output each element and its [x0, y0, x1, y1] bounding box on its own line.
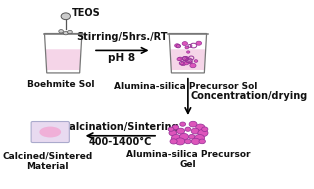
Text: Calcination/Sintering: Calcination/Sintering [62, 122, 179, 132]
Circle shape [194, 60, 198, 62]
Circle shape [196, 41, 202, 45]
Circle shape [175, 138, 185, 145]
Circle shape [189, 134, 195, 139]
Circle shape [181, 62, 186, 66]
Circle shape [178, 57, 182, 60]
Circle shape [177, 58, 181, 61]
Circle shape [187, 51, 190, 53]
Circle shape [170, 139, 177, 144]
FancyBboxPatch shape [31, 122, 69, 143]
Text: Stirring/5hrs./RT: Stirring/5hrs./RT [76, 32, 167, 42]
Circle shape [185, 127, 191, 131]
Circle shape [68, 30, 72, 34]
Polygon shape [46, 49, 81, 70]
Circle shape [59, 30, 63, 33]
Circle shape [189, 121, 197, 127]
Circle shape [191, 128, 199, 134]
Circle shape [185, 139, 191, 144]
Circle shape [190, 63, 196, 68]
Circle shape [184, 57, 189, 61]
Text: Alumina-silica Precursor Sol: Alumina-silica Precursor Sol [114, 82, 257, 91]
Circle shape [196, 124, 205, 131]
Ellipse shape [39, 127, 61, 137]
Circle shape [171, 135, 181, 142]
Circle shape [182, 42, 187, 46]
Circle shape [184, 61, 189, 65]
Circle shape [198, 129, 208, 137]
Circle shape [191, 138, 200, 145]
Text: TEOS: TEOS [72, 8, 100, 18]
Circle shape [180, 122, 186, 126]
Circle shape [195, 134, 204, 142]
Circle shape [185, 46, 189, 49]
Circle shape [61, 13, 70, 20]
Circle shape [188, 61, 192, 64]
Circle shape [175, 44, 180, 47]
Circle shape [63, 31, 68, 35]
Circle shape [172, 125, 179, 130]
Circle shape [168, 127, 174, 131]
Text: Concentration/drying: Concentration/drying [191, 91, 308, 101]
Text: pH 8: pH 8 [108, 53, 135, 63]
Circle shape [202, 127, 208, 132]
Polygon shape [171, 49, 205, 70]
Circle shape [189, 61, 192, 63]
Text: Calcined/Sintered
Material: Calcined/Sintered Material [3, 151, 93, 171]
Circle shape [199, 139, 205, 144]
Text: Alumina-silica Precursor
Gel: Alumina-silica Precursor Gel [126, 149, 250, 169]
Text: Boehmite Sol: Boehmite Sol [27, 80, 95, 89]
Text: 400-1400°C: 400-1400°C [89, 137, 152, 147]
Circle shape [179, 133, 188, 140]
Circle shape [169, 130, 177, 136]
Circle shape [176, 128, 185, 134]
